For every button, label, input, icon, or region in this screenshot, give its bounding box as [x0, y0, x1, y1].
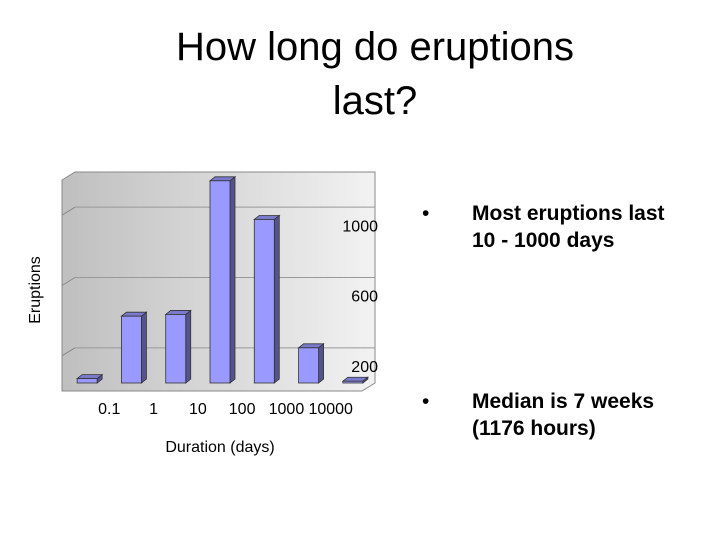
- bar: [253, 219, 275, 384]
- grid-line: [61, 347, 76, 357]
- bar: [76, 378, 98, 384]
- bar: [121, 315, 142, 384]
- bar: [298, 347, 319, 384]
- bar-side: [318, 343, 324, 384]
- bar-top: [164, 310, 192, 315]
- x-tick-label: 1000: [269, 401, 305, 418]
- grid-line: [61, 206, 76, 216]
- bar: [165, 314, 187, 384]
- bullet-text: Most eruptions last 10 - 1000 days: [472, 202, 665, 252]
- y-tick-label: 200: [351, 359, 378, 376]
- x-tick-label: 0.1: [98, 401, 120, 418]
- bar-side: [141, 311, 147, 384]
- bar-side: [185, 309, 192, 384]
- x-axis-label: Duration (days): [165, 439, 274, 456]
- bar-top: [208, 176, 237, 182]
- bullet-text: Median is 7 weeks (1176 hours): [472, 390, 655, 440]
- bar-top: [297, 343, 325, 349]
- x-tick-label: 10: [189, 401, 207, 418]
- x-tick-label: 100: [229, 401, 256, 418]
- bar-top: [76, 374, 104, 380]
- bar: [209, 180, 231, 384]
- x-tick-label: 1: [149, 401, 158, 418]
- slide-title: How long do eruptions last?: [175, 25, 575, 123]
- y-tick-label: 1000: [342, 218, 378, 235]
- bar-top: [253, 215, 281, 220]
- bar: [342, 380, 364, 384]
- grid-line: [61, 277, 76, 286]
- x-tick-label: 10000: [308, 401, 353, 418]
- bar-side: [229, 175, 236, 384]
- bar-top: [120, 311, 148, 317]
- bar-side: [273, 214, 280, 384]
- y-axis-label: Eruptions: [27, 256, 44, 324]
- y-tick-label: 600: [351, 289, 378, 306]
- bar-top: [341, 376, 369, 382]
